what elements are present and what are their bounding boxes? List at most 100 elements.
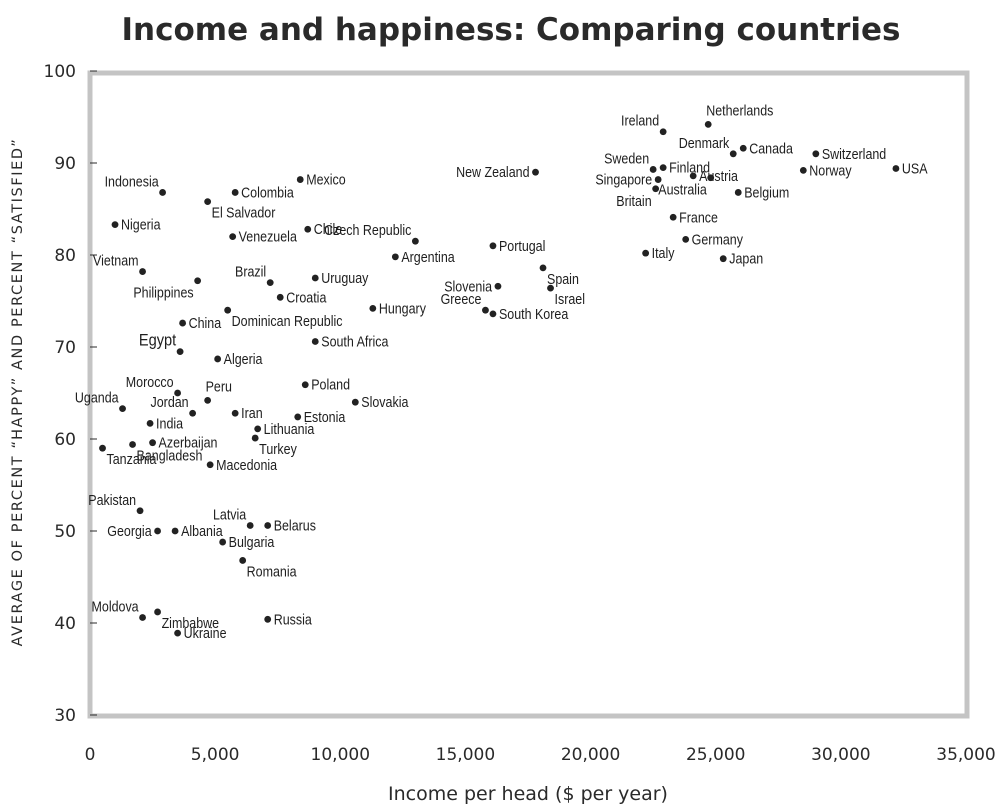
point-morocco [174,389,182,397]
point-slovakia [351,398,359,406]
point-albania [171,527,179,535]
point-spain [539,264,547,272]
point-finland [659,164,667,172]
point-south-korea [489,310,497,318]
label-switzerland: Switzerland [822,146,886,162]
label-brazil: Brazil [235,264,266,280]
label-slovakia: Slovakia [361,394,409,410]
label-bulgaria: Bulgaria [229,534,275,550]
data-points: Indonesia Nigeria Vietnam Philippines Egypt C… [75,102,928,641]
point-germany [682,235,690,243]
point-latvia [246,522,254,529]
point-britain [652,185,660,193]
chart-title: Income and happiness: Comparing countrie… [122,12,901,48]
point-uruguay [311,274,319,282]
plot-frame [87,70,970,719]
label-estonia: Estonia [304,409,346,425]
point-vietnam [139,268,146,275]
label-nigeria: Nigeria [121,217,161,233]
point-jordan [189,409,197,417]
point-venezuela [229,233,237,241]
label-romania: Romania [247,564,297,580]
label-portugal: Portugal [499,238,545,254]
point-bangladesh [129,441,136,448]
point-nigeria [111,221,119,229]
y-tick-label: 70 [54,338,76,358]
label-croatia: Croatia [286,289,327,305]
point-greece [482,306,489,314]
label-south-korea: South Korea [499,306,569,322]
point-india [146,419,154,427]
point-estonia [294,413,302,421]
label-belarus: Belarus [274,518,316,534]
point-czech-republic [411,237,419,245]
x-tick-label: 20,000 [561,745,620,765]
point-netherlands [704,120,712,128]
label-czech-republic: Czech Republic [324,222,412,238]
point-moldova [139,614,146,621]
label-hungary: Hungary [379,300,426,316]
label-albania: Albania [181,523,223,539]
point-singapore [654,176,662,183]
y-tick-label: 100 [44,62,76,82]
point-ukraine [174,629,182,637]
label-latvia: Latvia [213,507,247,523]
label-ukraine: Ukraine [184,625,227,641]
y-axis-title: AVERAGE OF PERCENT “HAPPY” AND PERCENT “… [10,138,26,647]
point-lithuania [254,425,262,433]
label-morocco: Morocco [126,374,174,390]
point-uganda [119,405,126,413]
label-sweden: Sweden [604,151,649,167]
label-britain: Britain [616,193,651,209]
point-denmark [729,150,737,158]
point-canada [739,144,747,152]
label-india: India [156,415,183,431]
label-macedonia: Macedonia [216,457,277,473]
label-algeria: Algeria [224,351,263,367]
label-italy: Italy [652,245,675,261]
point-indonesia [159,189,166,196]
point-pakistan [136,507,144,515]
point-slovenia [494,282,502,290]
point-switzerland [812,150,820,158]
point-usa [892,165,900,172]
label-lithuania: Lithuania [264,421,315,437]
label-new-zealand: New Zealand [456,164,529,180]
point-colombia [231,189,239,196]
label-canada: Canada [749,140,793,156]
point-brazil [266,279,274,286]
label-bangladesh: Bangladesh [137,448,203,464]
point-tanzania [99,444,106,452]
label-argentina: Argentina [401,249,455,265]
point-south-africa [311,338,319,345]
label-norway: Norway [809,162,851,178]
label-jordan: Jordan [151,394,189,410]
label-dominican-republic: Dominican Republic [232,313,343,329]
point-egypt [176,348,184,355]
point-japan [719,255,727,263]
x-axis: 0 5,000 10,000 15,000 20,000 25,000 30,000 35,0… [85,745,996,765]
label-vietnam: Vietnam [93,253,139,269]
point-australia [707,174,715,182]
label-usa: USA [902,161,928,177]
label-uruguay: Uruguay [321,270,368,286]
x-axis-title: Income per head ($ per year) [388,783,668,805]
point-belgium [734,189,742,196]
point-sweden [649,166,657,173]
point-azerbaijan [149,439,156,447]
y-tick-label: 50 [54,522,76,542]
label-tanzania: Tanzania [107,451,157,467]
label-south-africa: South Africa [321,334,389,350]
point-austria [689,172,697,180]
x-tick-label: 0 [85,745,96,765]
label-japan: Japan [729,251,763,267]
label-denmark: Denmark [679,135,730,151]
point-italy [642,249,650,257]
label-slovenia: Slovenia [444,278,492,294]
label-georgia: Georgia [107,523,152,539]
label-indonesia: Indonesia [105,174,159,190]
label-china: China [189,315,222,331]
point-philippines [194,277,202,285]
point-portugal [489,242,497,250]
point-croatia [276,293,284,301]
